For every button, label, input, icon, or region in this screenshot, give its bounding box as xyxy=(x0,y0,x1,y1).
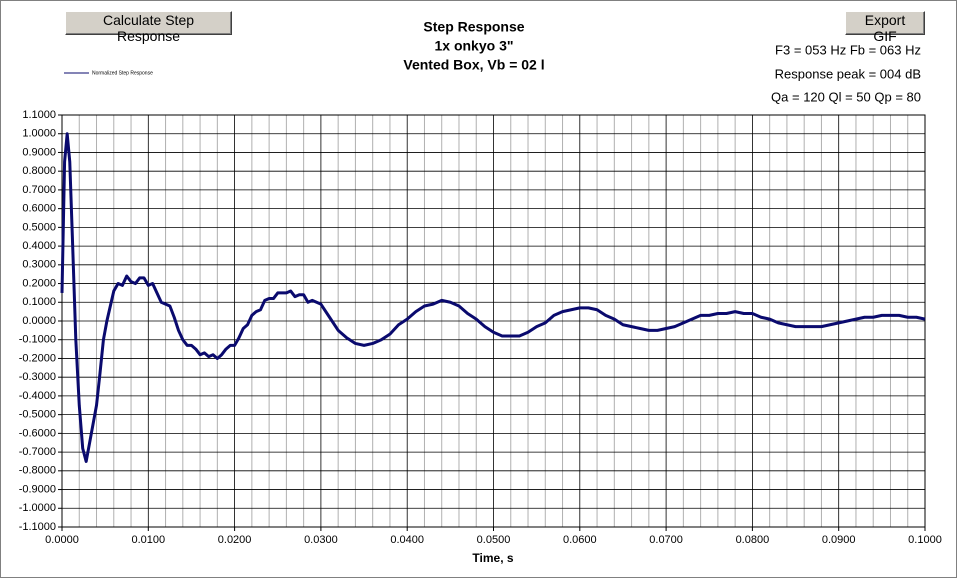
y-tick-label: 0.8000 xyxy=(22,165,56,177)
y-tick-label: -0.8000 xyxy=(19,465,56,477)
y-tick-label: 1.1000 xyxy=(22,109,56,121)
y-tick-label: 0.3000 xyxy=(22,259,56,271)
y-tick-label: -0.5000 xyxy=(19,409,56,421)
y-tick-label: 0.9000 xyxy=(22,146,56,158)
x-tick-label: 0.0100 xyxy=(131,534,165,546)
chart-title: Vented Box, Vb = 02 l xyxy=(403,57,544,73)
chart-title: Step Response xyxy=(423,19,524,35)
x-tick-label: 0.0200 xyxy=(218,534,252,546)
y-tick-label: 0.0000 xyxy=(22,315,56,327)
info-text: Response peak = 004 dB xyxy=(775,66,921,81)
chart-title: 1x onkyo 3" xyxy=(434,38,513,54)
y-tick-label: -0.7000 xyxy=(19,446,56,458)
x-axis-label: Time, s xyxy=(472,551,513,565)
y-tick-label: 0.5000 xyxy=(22,221,56,233)
y-tick-label: 0.1000 xyxy=(22,296,56,308)
y-tick-label: -1.0000 xyxy=(19,502,56,514)
calculate-button[interactable]: Calculate Step Response xyxy=(65,11,232,44)
y-tick-label: 0.2000 xyxy=(22,277,56,289)
x-tick-label: 0.0900 xyxy=(822,534,856,546)
y-tick-label: 0.7000 xyxy=(22,184,56,196)
y-tick-label: -0.2000 xyxy=(19,352,56,364)
x-tick-label: 0.0600 xyxy=(563,534,597,546)
y-tick-label: 0.6000 xyxy=(22,203,56,215)
y-tick-label: -1.1000 xyxy=(19,521,56,533)
x-tick-label: 0.0800 xyxy=(736,534,770,546)
x-tick-label: 0.0500 xyxy=(477,534,511,546)
y-tick-label: -0.6000 xyxy=(19,427,56,439)
data-line xyxy=(60,132,926,463)
y-tick-label: -0.9000 xyxy=(19,483,56,495)
info-text: F3 = 053 Hz Fb = 063 Hz xyxy=(775,42,921,57)
legend-label: Normalized Step Response xyxy=(92,70,153,76)
plot-border xyxy=(61,114,926,528)
x-tick-label: 0.0300 xyxy=(304,534,338,546)
y-tick-label: 0.4000 xyxy=(22,240,56,252)
x-tick-label: 0.0000 xyxy=(45,534,79,546)
y-tick-label: -0.4000 xyxy=(19,390,56,402)
y-tick-label: -0.3000 xyxy=(19,371,56,383)
x-tick-label: 0.0700 xyxy=(649,534,683,546)
y-tick-label: -0.1000 xyxy=(19,334,56,346)
x-tick-label: 0.1000 xyxy=(908,534,942,546)
info-text: Qa = 120 Ql = 50 Qp = 80 xyxy=(771,89,921,104)
x-tick-label: 0.0400 xyxy=(390,534,424,546)
y-tick-label: 1.0000 xyxy=(22,128,56,140)
export-button[interactable]: Export GIF xyxy=(845,11,925,44)
